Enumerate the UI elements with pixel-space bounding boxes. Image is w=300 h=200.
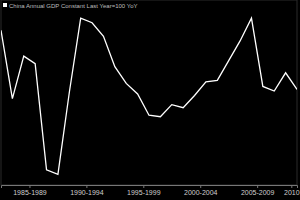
background [0,0,300,200]
x-tick: 1995-1999 [127,185,161,196]
plot-frame [1,0,297,185]
x-tick-label: 1990-1994 [70,189,104,196]
plot: 1985-1989 1990-1994 1995-1999 2000-2004 2005… [1,0,300,196]
gdp-line [1,18,297,174]
title-key [3,3,7,7]
chart: 1985-1989 1990-1994 1995-1999 2000-2004 2005… [0,0,300,200]
x-axis: 1985-1989 1990-1994 1995-1999 2000-2004 2005… [2,185,300,196]
x-tick-mark [29,185,30,188]
x-tick: 1985-1989 [13,185,47,196]
x-tick-mark [257,185,258,188]
series-group [1,18,297,174]
title: China Annual GDP Constant Last Year=100 … [9,3,138,9]
x-tick-label: 1985-1989 [13,189,47,196]
x-tick: 1990-1994 [70,185,104,196]
x-tick: 2000-2004 [184,185,218,196]
x-tick-mark [200,185,201,188]
x-tick-label: 2005-2009 [241,189,275,196]
x-tick: 2010 [284,185,300,196]
x-tick-mark [86,185,87,188]
x-tick-mark [291,185,292,188]
x-axis-line [2,186,298,189]
x-tick-label: 2010 [284,189,300,196]
x-tick-mark [143,185,144,188]
x-tick-label: 2000-2004 [184,189,218,196]
x-tick-label: 1995-1999 [127,189,161,196]
x-tick: 2005-2009 [241,185,275,196]
